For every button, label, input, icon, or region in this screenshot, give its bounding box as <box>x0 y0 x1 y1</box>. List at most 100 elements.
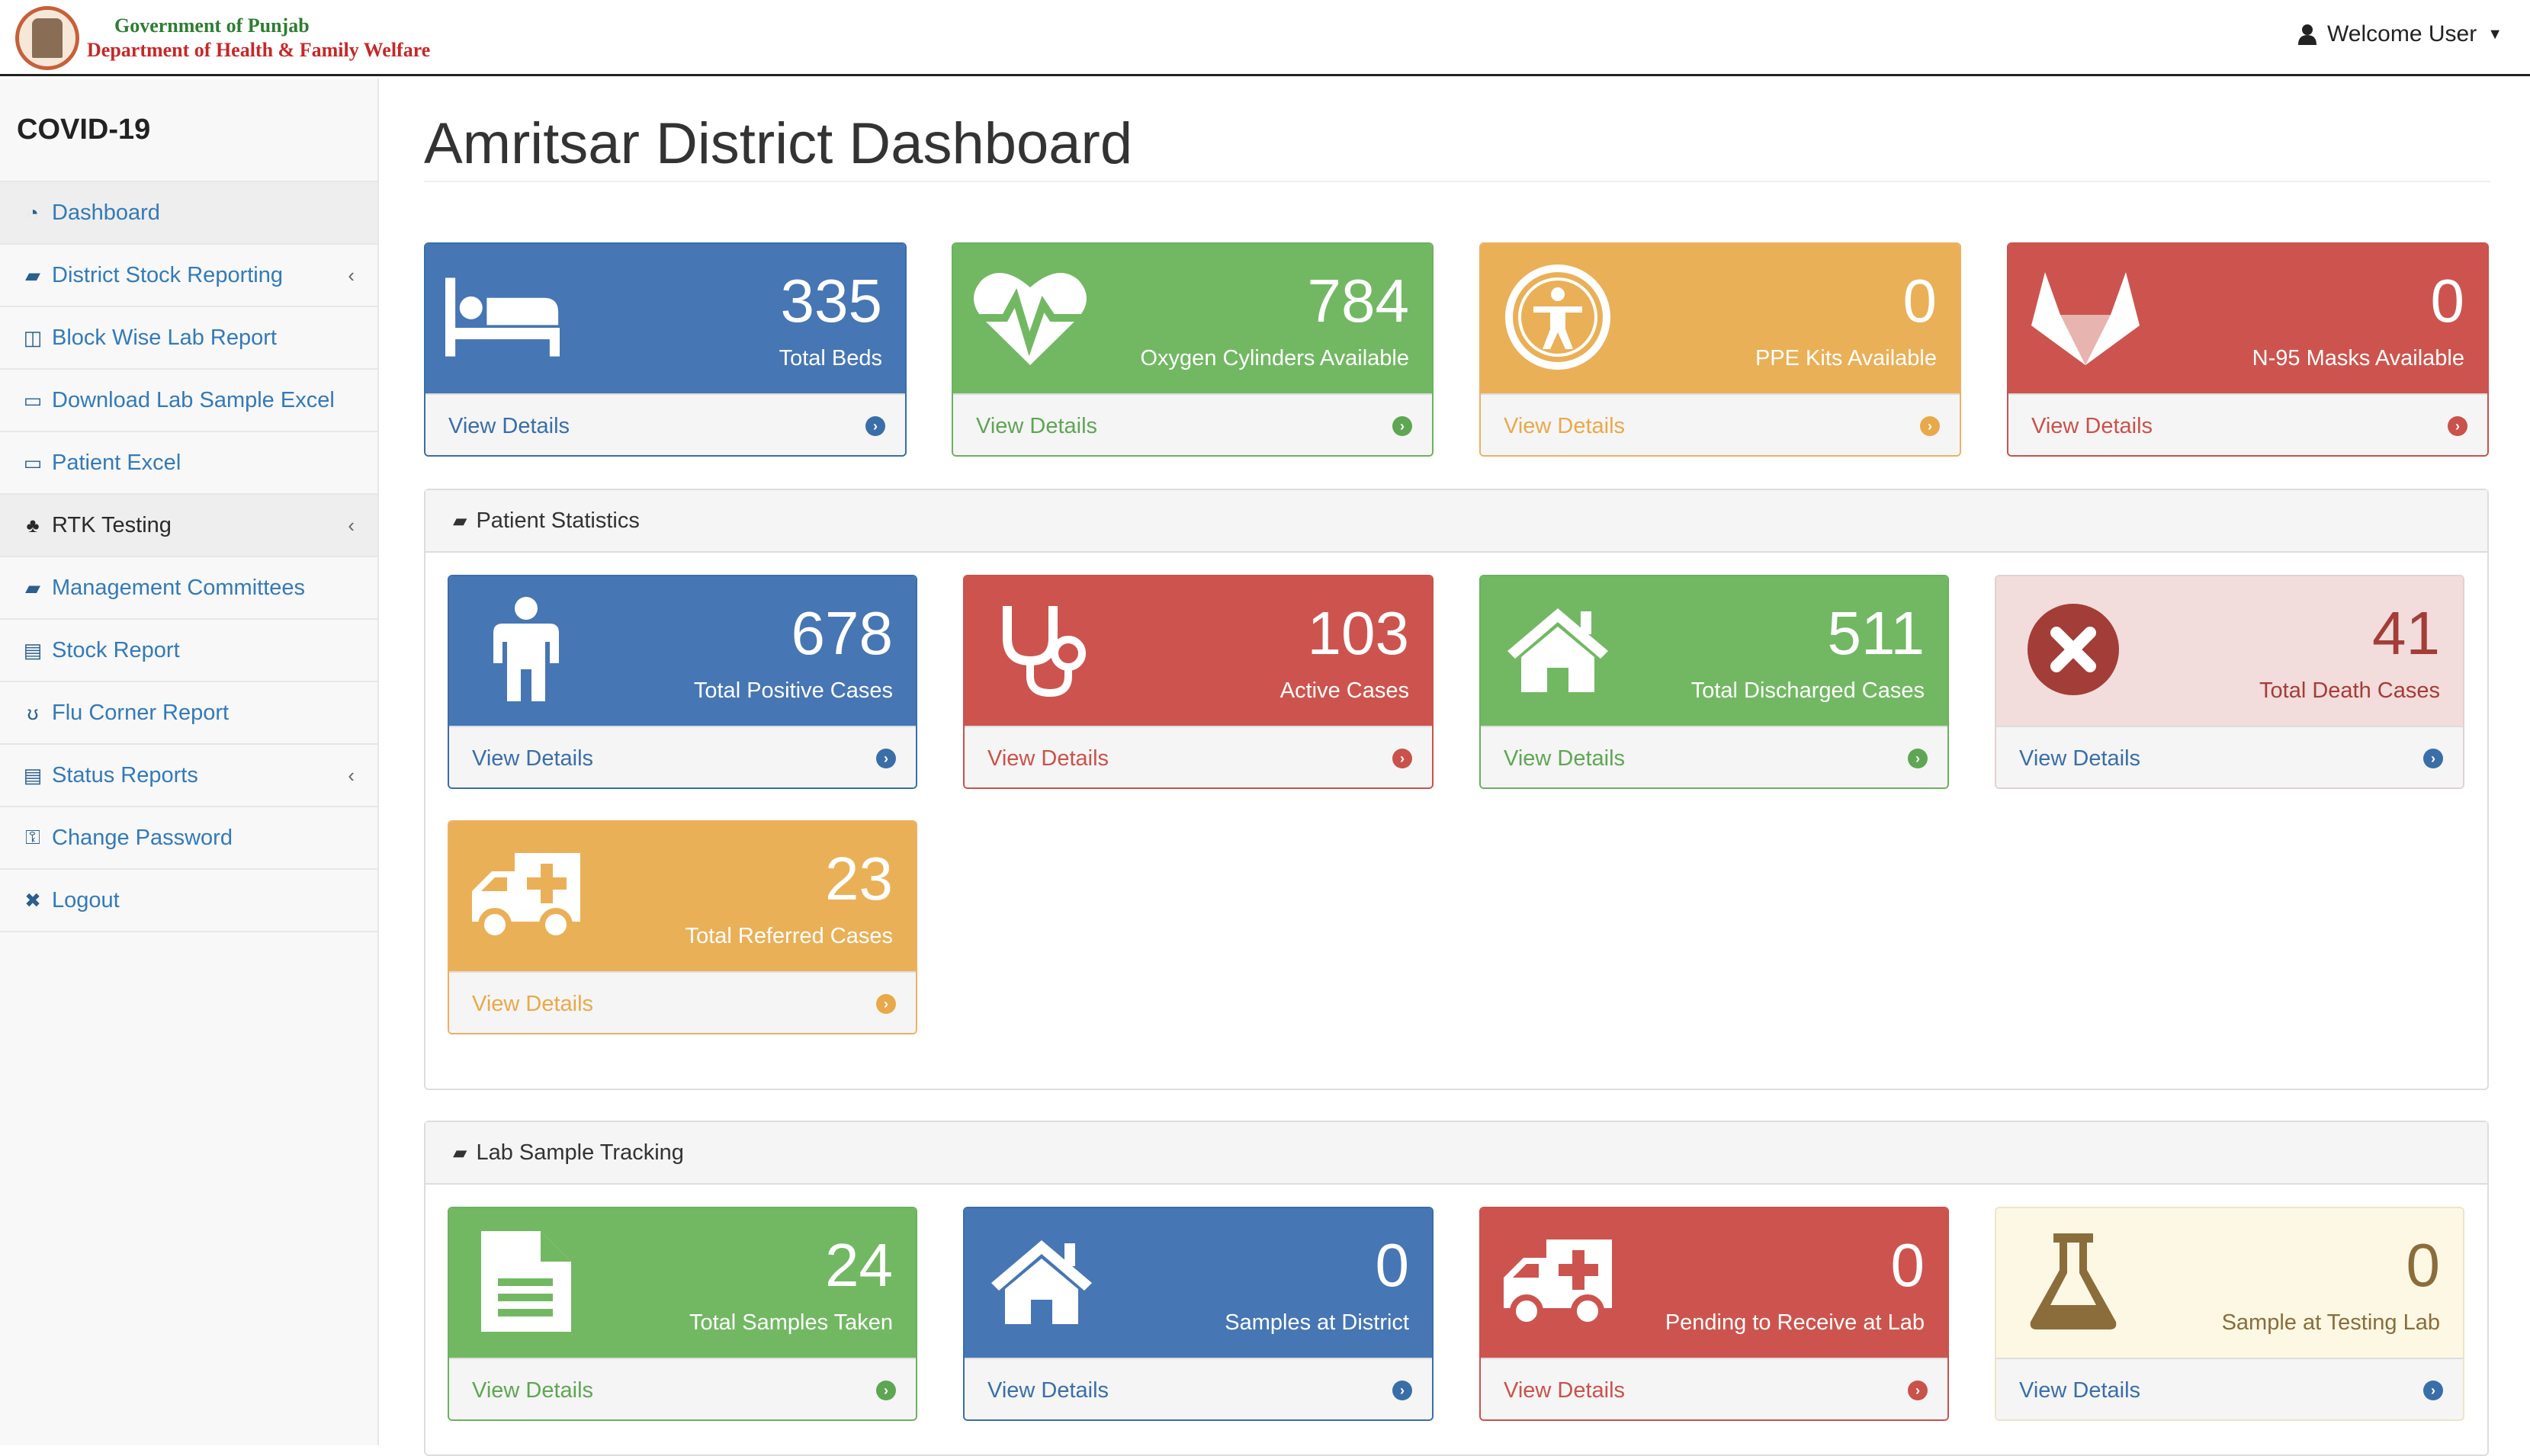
sidebar-item-change-password[interactable]: ⚿ Change Password <box>0 807 377 870</box>
view-details-link[interactable]: View Details › <box>425 393 905 455</box>
sidebar-item-label: Block Wise Lab Report <box>52 325 277 350</box>
sidebar-item-label: Management Committees <box>52 575 306 600</box>
view-details-link[interactable]: View Details › <box>449 1358 916 1419</box>
stat-value: 0 <box>1890 1231 1925 1299</box>
brand-logo[interactable]: Government of Punjab Department of Healt… <box>15 5 430 72</box>
tree-icon: ♣ <box>26 513 40 537</box>
sidebar-item-label: RTK Testing <box>52 512 172 537</box>
gitlab-icon <box>2028 264 2143 370</box>
org-name: Government of Punjab <box>114 14 310 37</box>
chevron-left-icon: ‹ <box>348 513 355 537</box>
stat-label: N-95 Masks Available <box>2252 346 2464 370</box>
heartbeat-icon <box>973 264 1087 370</box>
sidebar-item-stock-report[interactable]: ▤ Stock Report <box>0 620 377 682</box>
sidebar-item-flu-corner-report[interactable]: ʊ Flu Corner Report <box>0 682 377 745</box>
stat-label: Samples at District <box>1225 1310 1409 1335</box>
view-details-link[interactable]: View Details › <box>1996 1358 2463 1419</box>
view-details-link[interactable]: View Details › <box>449 726 916 787</box>
view-details-link[interactable]: View Details › <box>965 1358 1432 1419</box>
view-details-link[interactable]: View Details › <box>1481 393 1960 455</box>
stat-card-discharged-cases: 511 Total Discharged Cases View Details … <box>1479 575 1949 789</box>
file-icon: ▤ <box>23 763 43 787</box>
view-details-link[interactable]: View Details › <box>965 726 1432 787</box>
stat-card-death-cases: 41 Total Death Cases View Details › <box>1995 575 2464 789</box>
stat-value: 103 <box>1307 599 1409 667</box>
sidebar-item-dashboard[interactable]: ◔ Dashboard <box>0 182 377 245</box>
universal-access-icon <box>1501 264 1615 370</box>
stat-card-referred-cases: 23 Total Referred Cases View Details › <box>448 820 917 1034</box>
stat-label: Oxygen Cylinders Available <box>1140 346 1410 370</box>
arrow-circle-right-icon: › <box>876 749 896 768</box>
file-text-icon <box>469 1228 583 1335</box>
arrow-circle-right-icon: › <box>2423 1381 2443 1400</box>
user-icon <box>2298 24 2317 45</box>
view-details-link[interactable]: View Details › <box>1996 726 2463 787</box>
stat-value: 24 <box>825 1231 893 1299</box>
home-icon <box>984 1228 1099 1335</box>
sidebar-item-rtk-testing[interactable]: ♣ RTK Testing ‹ <box>0 495 377 557</box>
sidebar-item-block-wise-lab-report[interactable]: ◫ Block Wise Lab Report <box>0 307 377 370</box>
dashboard-icon: ◔ <box>27 200 39 224</box>
stat-label: Total Beds <box>779 346 882 370</box>
user-dropdown[interactable]: Welcome User ▼ <box>2298 21 2503 47</box>
ambulance-icon <box>469 842 583 948</box>
welcome-user-label: Welcome User <box>2327 21 2477 47</box>
columns-icon: ◫ <box>23 326 43 349</box>
arrow-circle-right-icon: › <box>1908 749 1928 768</box>
male-icon <box>469 596 583 703</box>
stat-value: 0 <box>2406 1231 2441 1299</box>
view-details-link[interactable]: View Details › <box>1481 1358 1947 1419</box>
panel-heading: ▰ Lab Sample Tracking <box>425 1122 2487 1185</box>
sidebar-item-logout[interactable]: ✖ Logout <box>0 870 377 932</box>
arrow-circle-right-icon: › <box>1920 416 1940 436</box>
stat-label: Active Cases <box>1279 678 1409 703</box>
sidebar-item-management-committees[interactable]: ▰ Management Committees <box>0 557 377 620</box>
stat-label: Pending to Receive at Lab <box>1665 1310 1925 1335</box>
stat-label: Total Positive Cases <box>693 678 893 703</box>
arrow-circle-right-icon: › <box>1908 1381 1928 1400</box>
book-icon: ▰ <box>453 510 467 531</box>
panel-title: Patient Statistics <box>476 508 640 533</box>
stat-value: 23 <box>825 845 893 912</box>
arrow-circle-right-icon: › <box>876 1381 896 1400</box>
sidebar-title: COVID-19 <box>0 79 377 182</box>
punjab-emblem-icon <box>15 6 79 70</box>
book-icon: ▰ <box>25 263 40 287</box>
arrow-circle-right-icon: › <box>1392 416 1412 436</box>
view-details-link[interactable]: View Details › <box>1481 726 1947 787</box>
close-icon: ✖ <box>24 888 41 912</box>
stat-value: 335 <box>780 267 882 335</box>
sidebar-item-label: Download Lab Sample Excel <box>52 387 335 412</box>
arrow-circle-right-icon: › <box>2448 416 2467 436</box>
department-name: Department of Health & Family Welfare <box>87 39 431 61</box>
desktop-icon: ▭ <box>23 388 43 412</box>
stat-value: 0 <box>2430 267 2465 335</box>
panel-title: Lab Sample Tracking <box>476 1140 684 1165</box>
stethoscope-icon <box>984 596 1099 703</box>
view-details-link[interactable]: View Details › <box>449 971 916 1033</box>
sidebar-item-label: Flu Corner Report <box>52 700 230 725</box>
sidebar-item-patient-excel[interactable]: ▭ Patient Excel <box>0 432 377 495</box>
desktop-icon: ▭ <box>23 451 43 474</box>
arrow-circle-right-icon: › <box>865 416 885 436</box>
stat-label: Total Discharged Cases <box>1690 678 1925 703</box>
bed-icon <box>445 264 560 370</box>
stat-value: 0 <box>1375 1231 1410 1299</box>
arrow-circle-right-icon: › <box>876 994 896 1014</box>
sidebar-item-status-reports[interactable]: ▤ Status Reports ‹ <box>0 745 377 807</box>
arrow-circle-right-icon: › <box>1392 1381 1412 1400</box>
stat-label: PPE Kits Available <box>1755 346 1937 370</box>
stat-label: Total Death Cases <box>2259 678 2440 703</box>
caret-down-icon: ▼ <box>2487 25 2503 43</box>
stethoscope-icon: ʊ <box>27 701 39 724</box>
sidebar-item-district-stock-reporting[interactable]: ▰ District Stock Reporting ‹ <box>0 245 377 307</box>
view-details-link[interactable]: View Details › <box>2008 393 2487 455</box>
chevron-left-icon: ‹ <box>348 763 355 787</box>
stat-label: Total Referred Cases <box>685 924 893 948</box>
view-details-link[interactable]: View Details › <box>953 393 1432 455</box>
sidebar-item-download-lab-sample-excel[interactable]: ▭ Download Lab Sample Excel <box>0 370 377 432</box>
stat-value: 41 <box>2372 599 2440 667</box>
sidebar-item-label: Stock Report <box>52 637 180 662</box>
sidebar-item-label: Patient Excel <box>52 450 181 475</box>
home-icon <box>1501 596 1615 703</box>
